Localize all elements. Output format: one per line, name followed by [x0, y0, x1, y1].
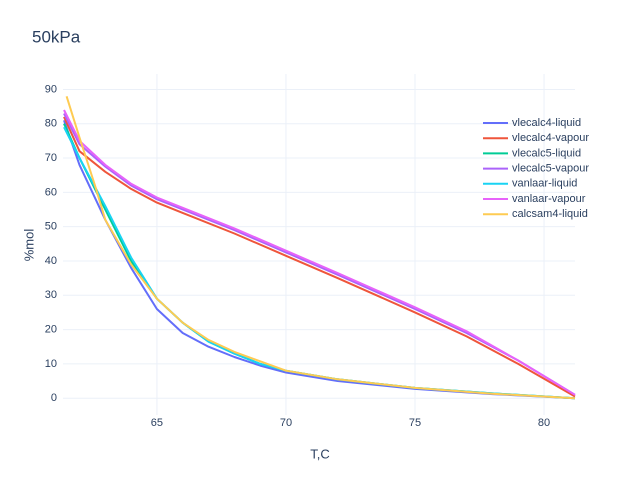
y-tick-label: 40	[45, 255, 57, 267]
legend-label: vlecalc4-liquid	[512, 117, 581, 129]
series-line	[63, 109, 576, 396]
y-tick-label: 60	[45, 186, 57, 198]
x-tick-label: 75	[409, 417, 421, 429]
series-line	[63, 113, 576, 396]
x-tick-label: 70	[280, 417, 292, 429]
series-line	[63, 116, 576, 398]
y-tick-label: 50	[45, 221, 57, 233]
y-tick-label: 10	[45, 358, 57, 370]
legend-label: calcsam4-liquid	[512, 208, 588, 220]
legend-label: vlecalc5-liquid	[512, 147, 581, 159]
legend-label: vanlaar-vapour	[512, 193, 586, 205]
chart-title: 50kPa	[32, 27, 81, 46]
y-tick-label: 80	[45, 118, 57, 130]
series-line	[63, 119, 576, 400]
y-axis-label: %mol	[21, 229, 36, 262]
y-tick-label: 30	[45, 289, 57, 301]
y-tick-label: 90	[45, 83, 57, 95]
x-tick-label: 80	[538, 417, 550, 429]
legend-label: vanlaar-liquid	[512, 178, 577, 190]
legend-label: vlecalc4-vapour	[512, 132, 589, 144]
x-tick-label: 65	[151, 417, 163, 429]
y-tick-label: 20	[45, 323, 57, 335]
y-tick-label: 0	[51, 392, 57, 404]
series-line	[65, 96, 576, 400]
x-axis-label: T,C	[310, 446, 330, 461]
legend-label: vlecalc5-vapour	[512, 163, 589, 175]
y-tick-label: 70	[45, 152, 57, 164]
